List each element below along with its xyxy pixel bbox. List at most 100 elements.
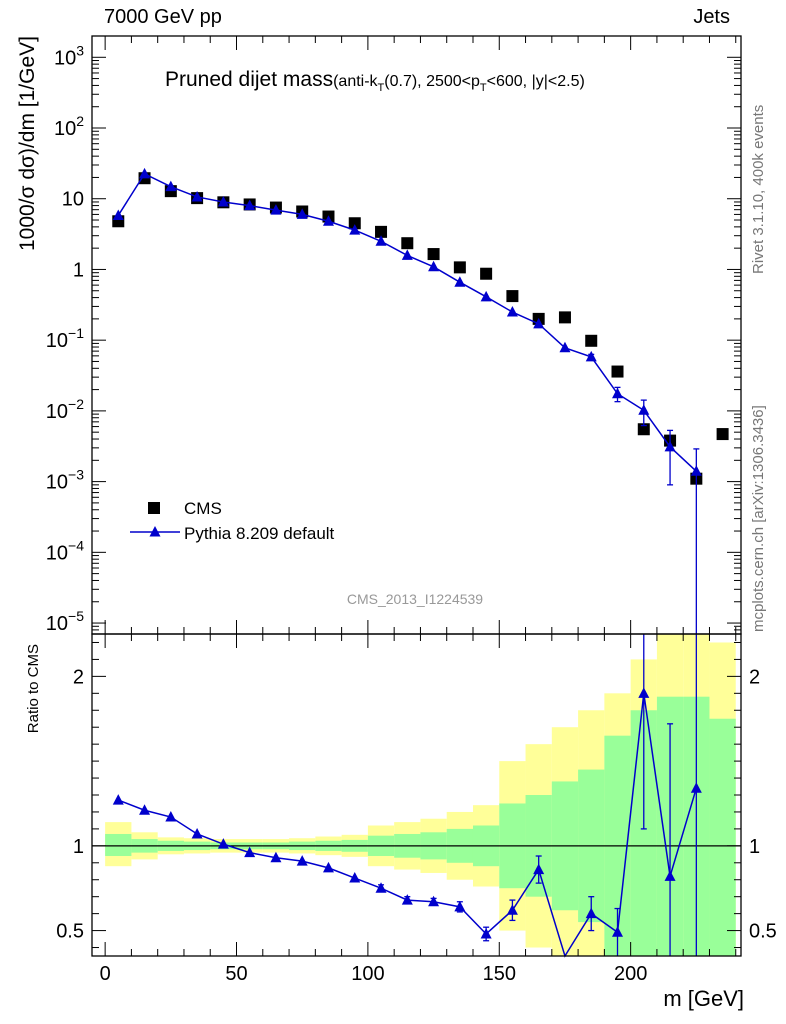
cms-points	[112, 172, 729, 485]
ratio-point	[270, 851, 282, 863]
pythia-point	[296, 208, 308, 219]
ratio-point	[506, 904, 518, 915]
x-tick-label: 50	[225, 963, 247, 985]
ratio-point	[690, 782, 702, 793]
pythia-point	[664, 440, 676, 452]
pythia-point	[191, 190, 203, 202]
x-tick-label: 0	[100, 963, 111, 985]
ratio-point	[349, 872, 361, 883]
ratio-point	[664, 870, 676, 881]
pythia-point	[612, 387, 624, 399]
cms-point	[558, 311, 571, 324]
y-tick-label: 10−2	[46, 396, 84, 423]
pythia-point	[375, 235, 387, 246]
ratio-y-tick-label-right: 1	[749, 836, 760, 858]
ratio-y-tick-label: 2	[73, 666, 84, 688]
ratio-y-tick-label-right: 2	[749, 666, 760, 688]
pythia-point	[401, 249, 413, 260]
ratio-point	[244, 846, 256, 858]
header-right-label: Jets	[693, 6, 730, 28]
ratio-point	[612, 926, 624, 937]
x-axis-label: m [GeV]	[663, 986, 744, 1011]
green-band-bin	[709, 718, 736, 956]
ratio-point	[533, 863, 545, 875]
pythia-point	[322, 215, 334, 226]
pythia-point	[349, 224, 361, 235]
pythia-line	[117, 172, 697, 472]
green-band-bin	[105, 833, 132, 857]
y-tick-label: 10−5	[46, 608, 84, 635]
y-tick-label: 102	[54, 113, 84, 140]
pythia-point	[480, 290, 492, 302]
pythia-point	[454, 276, 466, 287]
header-left-label: 7000 GeV pp	[104, 6, 222, 28]
ratio-point	[454, 900, 466, 912]
cms-point	[611, 365, 624, 378]
y-tick-label: 10−4	[46, 537, 84, 564]
ratio-point	[191, 827, 203, 839]
cms-point	[716, 428, 729, 441]
x-tick-label: 150	[483, 963, 516, 985]
legend-pythia-label: Pythia 8.209 default	[184, 524, 335, 543]
ratio-point	[217, 838, 229, 849]
analysis-watermark: CMS_2013_I1224539	[347, 591, 483, 607]
cms-point	[348, 217, 361, 230]
pythia-point	[244, 199, 256, 211]
y-tick-label: 1	[73, 259, 84, 281]
cms-point	[506, 290, 519, 303]
pythia-point	[428, 260, 440, 272]
legend-pythia-marker	[149, 526, 161, 537]
y-tick-label: 10	[62, 189, 84, 211]
y-tick-label: 103	[54, 42, 84, 69]
main-plot-frame	[91, 35, 742, 635]
legend-cms-label: CMS	[184, 499, 222, 518]
cms-point	[480, 267, 493, 280]
y-axis-label: 1000/σ dσ)/dm [1/GeV]	[16, 36, 39, 251]
pythia-point	[270, 204, 282, 215]
plot-title: Pruned dijet mass(anti-kT(0.7), 2500<pT<…	[165, 68, 585, 94]
ratio-y-tick-label-right: 0.5	[749, 921, 777, 943]
ratio-point	[139, 804, 151, 815]
ratio-point	[428, 895, 440, 907]
cms-point	[401, 237, 414, 250]
y-tick-label: 10−3	[46, 467, 84, 494]
ratio-point	[585, 907, 597, 919]
ratio-point	[375, 882, 387, 893]
ratio-point	[401, 894, 413, 905]
pythia-series	[112, 167, 702, 634]
pythia-point	[559, 341, 571, 353]
ratio-series	[112, 634, 702, 958]
ratio-y-tick-label: 0.5	[56, 921, 84, 943]
cms-point	[453, 261, 466, 274]
cms-point	[585, 334, 598, 347]
mcplots-label: mcplots.cern.ch [arXiv:1306.3436]	[750, 405, 767, 632]
ratio-point	[480, 927, 492, 939]
pythia-point	[638, 404, 650, 415]
x-tick-label: 200	[614, 963, 647, 985]
pythia-point	[533, 317, 545, 329]
ratio-point	[296, 855, 308, 866]
ratio-point	[112, 794, 124, 805]
ratio-point	[322, 861, 334, 873]
ratio-point	[638, 687, 650, 698]
pythia-point	[585, 350, 597, 362]
pythia-point	[112, 209, 124, 220]
ratio-uncertainty-bands	[105, 634, 736, 956]
pythia-point	[165, 180, 177, 192]
ratio-y-axis-label: Ratio to CMS	[25, 644, 42, 733]
pythia-point	[690, 465, 702, 476]
pythia-point	[139, 167, 151, 179]
rivet-label: Rivet 3.1.10, 400k events	[750, 105, 767, 274]
x-tick-label: 100	[351, 963, 384, 985]
cms-point	[637, 423, 650, 436]
cms-point	[427, 248, 440, 261]
pythia-point	[506, 306, 518, 317]
pythia-point	[217, 195, 229, 207]
ratio-point	[165, 811, 177, 822]
cms-point	[375, 225, 388, 238]
side-label-bottom: mcplots.cern.ch [arXiv:1306.3436]	[750, 405, 767, 632]
y-tick-label: 10−1	[46, 325, 84, 352]
legend-cms-marker	[148, 502, 160, 514]
side-label-top: Rivet 3.1.10, 400k events	[750, 105, 767, 274]
